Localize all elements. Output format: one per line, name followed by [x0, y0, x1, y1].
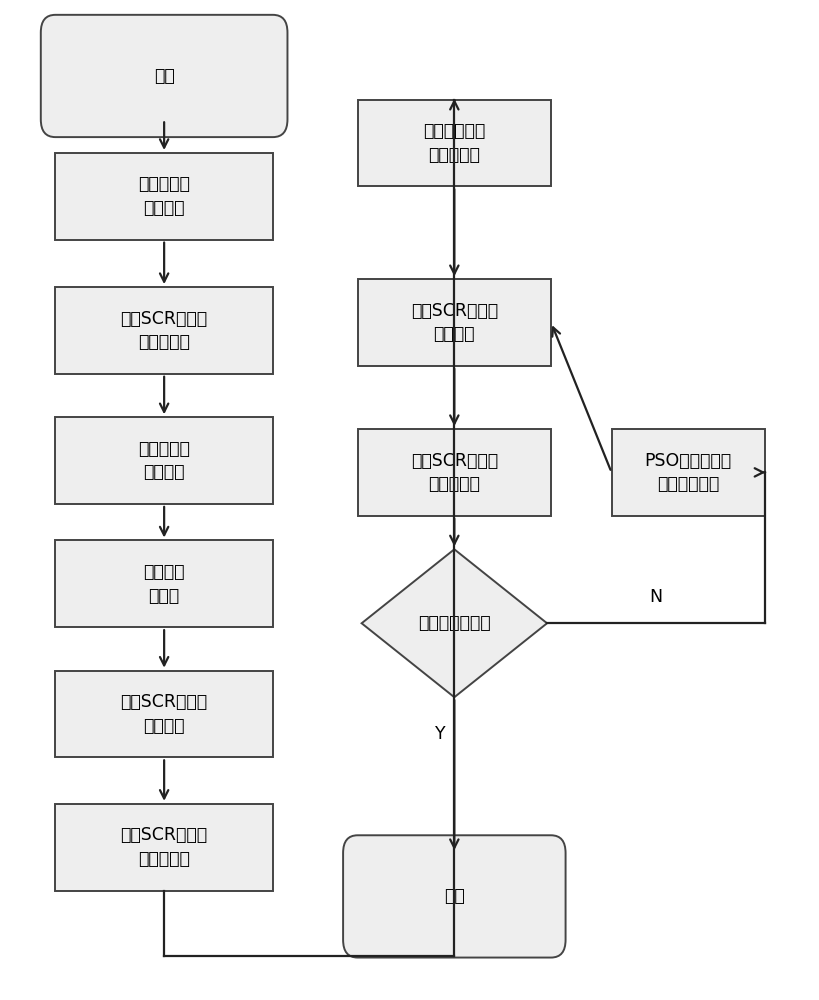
FancyBboxPatch shape: [41, 15, 287, 137]
Text: 更新SCR反应器
运行参数: 更新SCR反应器 运行参数: [410, 302, 497, 343]
Bar: [55, 540, 273, 627]
Polygon shape: [361, 549, 546, 697]
Bar: [55, 671, 273, 757]
Text: 结束: 结束: [443, 887, 464, 905]
Bar: [357, 429, 550, 516]
Text: 确定初始
喷氨量: 确定初始 喷氨量: [143, 563, 184, 605]
Text: PSO优化性能指
标调节喷氨量: PSO优化性能指 标调节喷氨量: [644, 452, 731, 493]
Text: 预测SCR出口氮
氧化物浓度: 预测SCR出口氮 氧化物浓度: [410, 452, 497, 493]
Bar: [357, 100, 550, 186]
Text: 开始: 开始: [154, 67, 174, 85]
Bar: [611, 429, 764, 516]
Text: 预测SCR入口氮
氧化物浓度: 预测SCR入口氮 氧化物浓度: [120, 310, 207, 351]
Text: 构建性能指标
并初步优化: 构建性能指标 并初步优化: [423, 122, 485, 164]
Text: 采集工业炉
运行参数: 采集工业炉 运行参数: [138, 175, 190, 217]
Bar: [55, 804, 273, 891]
Text: 更新SCR反应器
运行参数: 更新SCR反应器 运行参数: [120, 693, 207, 735]
Text: 预测SCR出口氮
氧化物浓度: 预测SCR出口氮 氧化物浓度: [120, 826, 207, 868]
Text: 满足排放要求？: 满足排放要求？: [418, 614, 490, 632]
Bar: [55, 153, 273, 240]
Text: 对预测进行
补偿校正: 对预测进行 补偿校正: [138, 440, 190, 481]
Bar: [55, 287, 273, 374]
Text: N: N: [649, 588, 662, 606]
Text: Y: Y: [434, 725, 445, 743]
FancyBboxPatch shape: [342, 835, 565, 958]
Bar: [357, 279, 550, 366]
Bar: [55, 417, 273, 504]
